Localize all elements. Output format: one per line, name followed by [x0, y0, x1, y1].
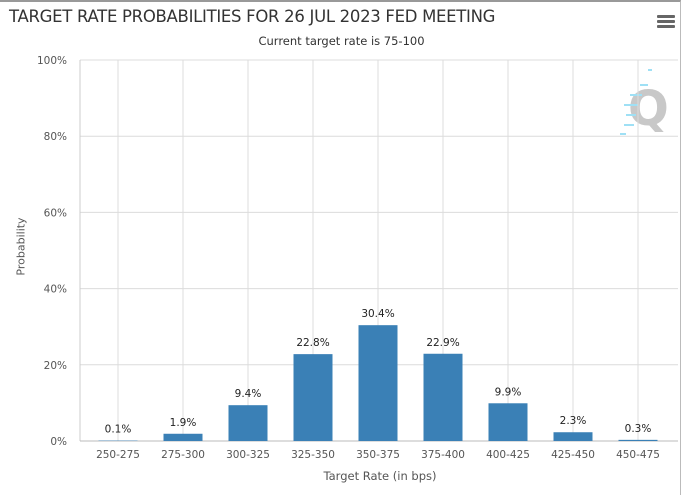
chart-subtitle: Current target rate is 75-100: [258, 34, 425, 48]
data-label: 1.9%: [170, 417, 197, 429]
bar: [618, 439, 658, 441]
data-label: 0.1%: [105, 424, 132, 436]
bar: [163, 433, 203, 441]
bar: [358, 325, 398, 441]
data-label: 9.9%: [495, 386, 522, 398]
y-tick-label: 40%: [44, 284, 67, 296]
data-label: 0.3%: [625, 423, 652, 435]
data-label: 30.4%: [361, 308, 394, 320]
x-tick-label: 425-450: [551, 449, 595, 461]
chart-title: TARGET RATE PROBABILITIES FOR 26 JUL 202…: [9, 7, 496, 26]
x-axis-label: Target Rate (in bps): [323, 469, 437, 483]
hamburger-menu-icon[interactable]: [657, 15, 675, 29]
bar: [553, 432, 593, 441]
logo-watermark: Q: [620, 69, 669, 137]
bar: [423, 353, 463, 441]
x-tick-label: 275-300: [161, 449, 205, 461]
data-label: 22.9%: [426, 337, 459, 349]
x-tick-label: 325-350: [291, 449, 335, 461]
x-tick-label: 300-325: [226, 449, 270, 461]
svg-text:Q: Q: [628, 81, 669, 137]
y-tick-label: 100%: [37, 55, 67, 67]
x-tick-label: 450-475: [616, 449, 660, 461]
y-tick-label: 60%: [44, 207, 67, 219]
x-tick-label: 375-400: [421, 449, 465, 461]
bar: [293, 354, 333, 441]
bar: [488, 403, 528, 441]
bar: [228, 405, 268, 441]
x-tick-label: 350-375: [356, 449, 400, 461]
y-tick-label: 0%: [50, 436, 67, 448]
data-label: 9.4%: [235, 388, 262, 400]
y-tick-label: 80%: [44, 131, 67, 143]
data-label: 22.8%: [296, 337, 329, 349]
x-tick-label: 250-275: [96, 449, 140, 461]
y-tick-label: 20%: [44, 360, 67, 372]
data-label: 2.3%: [560, 415, 587, 427]
x-tick-label: 400-425: [486, 449, 530, 461]
